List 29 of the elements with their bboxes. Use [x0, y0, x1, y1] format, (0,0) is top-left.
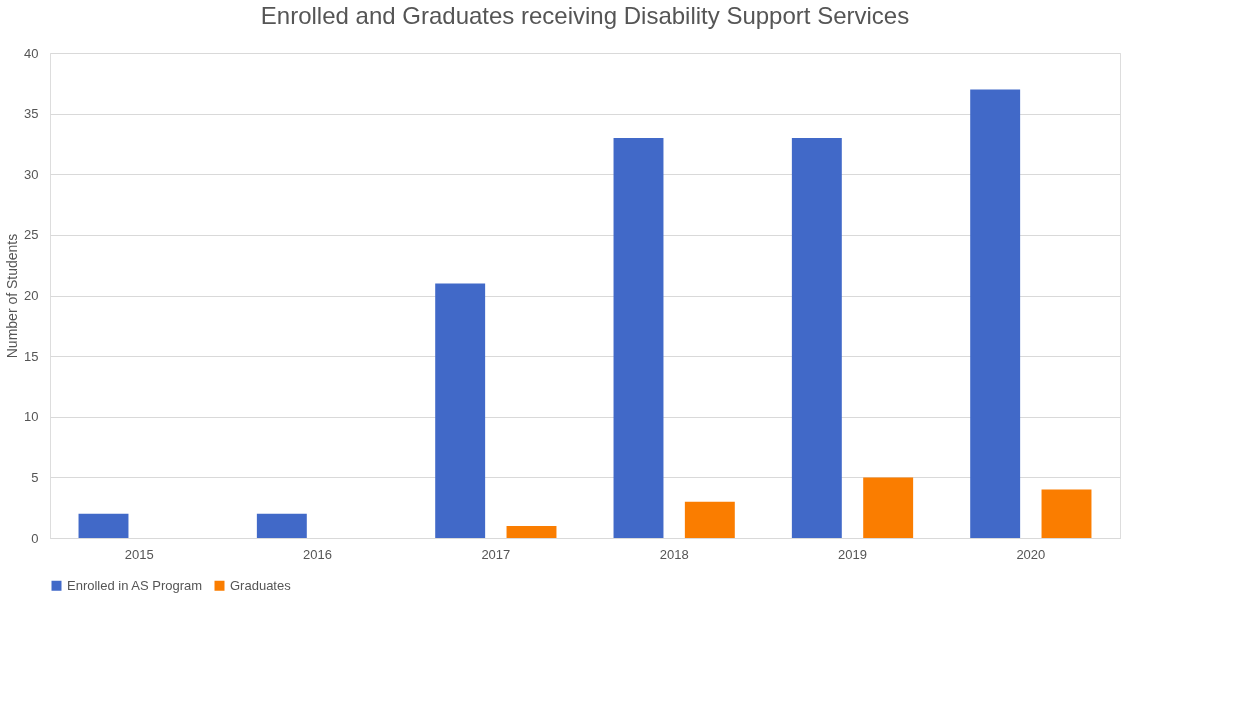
chart-title: Enrolled and Graduates receiving Disability Support Services	[260, 2, 910, 29]
y-tick-label: 40	[24, 45, 39, 61]
y-tick-label: 0	[31, 530, 39, 546]
y-tick-label: 35	[24, 106, 39, 122]
x-tick-label: 2016	[303, 546, 332, 562]
x-tick-label: 2017	[481, 546, 511, 562]
x-tick-label: 2015	[124, 546, 154, 562]
y-tick-label: 15	[24, 348, 39, 364]
bar	[970, 89, 1021, 538]
y-tick-label: 5	[31, 469, 39, 485]
bar	[506, 525, 557, 538]
x-tick-label: 2019	[838, 546, 867, 562]
bar	[684, 501, 735, 538]
bar	[256, 513, 307, 538]
x-tick-label: 2020	[1016, 546, 1046, 562]
y-tick-label: 10	[24, 409, 39, 425]
bar	[613, 137, 664, 538]
bar	[78, 513, 129, 538]
y-tick-label: 20	[24, 288, 39, 303]
bar	[1041, 489, 1092, 538]
y-tick-label: 25	[24, 227, 39, 243]
legend-label: Enrolled in AS Program	[67, 577, 203, 593]
bar	[435, 283, 486, 538]
y-axis-title: Number of Students	[4, 233, 21, 359]
bar	[791, 137, 842, 538]
legend-label: Graduates	[230, 577, 292, 593]
bar	[863, 477, 914, 538]
x-tick-label: 2018	[659, 546, 689, 562]
y-tick-label: 30	[24, 166, 39, 182]
